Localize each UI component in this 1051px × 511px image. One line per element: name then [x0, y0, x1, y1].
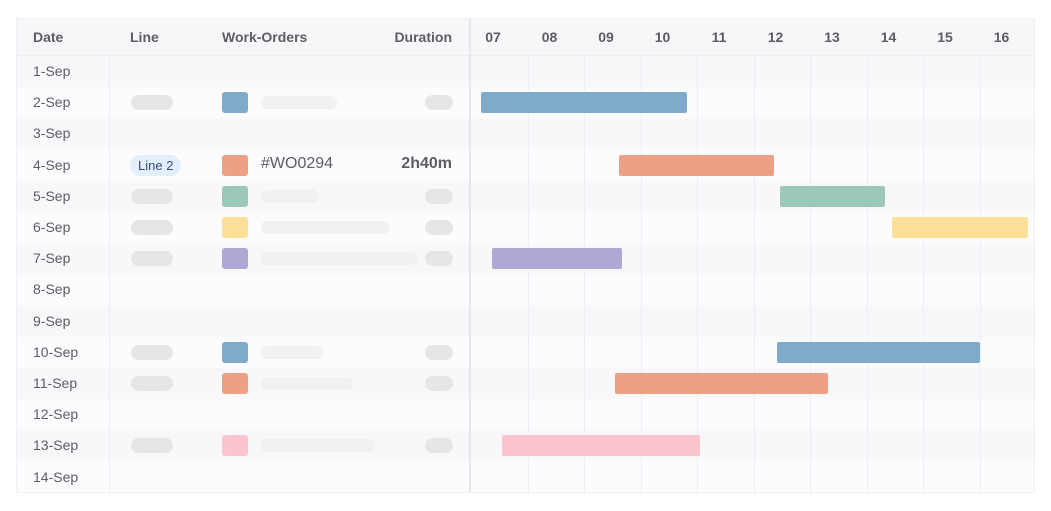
row-date: 13-Sep	[33, 437, 79, 454]
table-row[interactable]: 10-Sep	[17, 337, 1034, 368]
hour-label: 12	[767, 29, 784, 45]
line-placeholder	[131, 344, 173, 360]
line-placeholder	[131, 438, 173, 454]
line-placeholder	[131, 376, 173, 391]
hour-label: 14	[880, 29, 897, 45]
hour-label: 10	[654, 29, 671, 45]
work-order-color-swatch	[222, 154, 248, 176]
header-date: Date	[33, 29, 64, 45]
header-duration: Duration	[394, 29, 452, 45]
duration-placeholder	[425, 438, 453, 454]
table-row[interactable]: 12-Sep	[17, 399, 1034, 430]
work-order-duration: 2h40m	[401, 154, 452, 172]
row-date: 6-Sep	[33, 219, 71, 235]
row-date: 7-Sep	[33, 250, 71, 267]
work-order-placeholder	[261, 189, 319, 203]
column-divider	[109, 56, 110, 494]
table-row[interactable]: 4-Sep Line 2 #WO0294 2h40m	[17, 150, 1034, 181]
work-order-color-swatch	[222, 248, 248, 270]
row-date: 10-Sep	[33, 343, 79, 360]
header-line: Line	[130, 29, 159, 45]
line-placeholder	[131, 220, 173, 235]
work-order-bar[interactable]	[777, 341, 981, 363]
work-order-bar[interactable]	[615, 373, 829, 394]
line-placeholder	[131, 188, 173, 204]
hour-label: 15	[937, 29, 953, 45]
work-order-color-swatch	[222, 185, 248, 207]
row-date: 12-Sep	[33, 406, 79, 423]
row-date: 8-Sep	[33, 281, 71, 298]
work-order-placeholder	[261, 221, 389, 234]
hour-gridline	[979, 56, 981, 494]
row-date: 4-Sep	[33, 156, 71, 173]
table-row[interactable]: 9-Sep	[17, 305, 1034, 337]
timeline-divider	[469, 19, 471, 492]
hour-label: 11	[711, 29, 727, 45]
table-row[interactable]: 11-Sep	[17, 368, 1034, 399]
work-order-color-swatch	[222, 373, 248, 394]
hour-gridline	[923, 56, 924, 494]
table-row[interactable]: 3-Sep	[17, 118, 1034, 150]
duration-placeholder	[425, 220, 453, 235]
work-order-placeholder	[261, 377, 353, 390]
table-row[interactable]: 2-Sep	[17, 87, 1034, 118]
hour-gridline	[640, 56, 642, 494]
hour-gridline	[810, 56, 811, 494]
hour-gridline	[584, 56, 585, 494]
work-order-id: #WO0294	[261, 154, 334, 172]
work-order-bar[interactable]	[481, 92, 687, 114]
table-row[interactable]: 1-Sep	[17, 56, 1034, 87]
work-order-bar[interactable]	[619, 154, 775, 176]
work-order-bar[interactable]	[502, 435, 701, 457]
table-row[interactable]: 14-Sep	[17, 462, 1034, 493]
work-order-color-swatch	[222, 435, 248, 457]
work-order-bar[interactable]	[491, 248, 622, 270]
work-order-bar[interactable]	[891, 217, 1029, 238]
header-work-orders: Work-Orders	[222, 29, 308, 45]
hour-gridline	[697, 56, 698, 494]
duration-placeholder	[425, 344, 453, 360]
work-order-placeholder	[261, 345, 323, 359]
duration-placeholder	[425, 251, 453, 267]
work-order-color-swatch	[222, 92, 248, 114]
hour-gridline	[753, 56, 755, 494]
row-date: 5-Sep	[33, 187, 71, 204]
work-order-color-swatch	[222, 217, 248, 238]
hour-label: 09	[598, 29, 614, 45]
table-row[interactable]: 6-Sep	[17, 212, 1034, 243]
duration-placeholder	[425, 188, 453, 204]
work-order-color-swatch	[222, 341, 248, 363]
row-date: 11-Sep	[33, 375, 78, 391]
hour-label: 08	[541, 29, 558, 45]
row-date: 14-Sep	[33, 468, 79, 485]
hour-label: 16	[993, 29, 1010, 45]
work-order-placeholder	[261, 439, 375, 453]
hour-gridline	[866, 56, 868, 494]
duration-placeholder	[425, 95, 453, 111]
line-placeholder	[131, 251, 173, 267]
row-date: 9-Sep	[33, 312, 71, 329]
row-date: 1-Sep	[33, 63, 71, 79]
row-date: 2-Sep	[33, 94, 71, 111]
duration-placeholder	[425, 376, 453, 391]
work-order-placeholder	[261, 96, 337, 110]
table-header: Date Line Work-Orders Duration 07 08 09 10 1…	[17, 19, 1034, 56]
work-order-placeholder	[261, 252, 417, 266]
row-date: 3-Sep	[33, 125, 71, 142]
work-order-bar[interactable]	[780, 185, 886, 207]
gantt-table: 1-Sep 2-Sep 3-Sep 4-Sep Line 2 #WO0294 2h40…	[16, 18, 1035, 494]
line-badge: Line 2	[130, 154, 182, 176]
line-placeholder	[131, 95, 173, 111]
hour-label: 13	[824, 29, 840, 45]
hour-gridline	[527, 56, 529, 494]
hour-label: 07	[485, 29, 501, 45]
table-row[interactable]: 8-Sep	[17, 274, 1034, 305]
